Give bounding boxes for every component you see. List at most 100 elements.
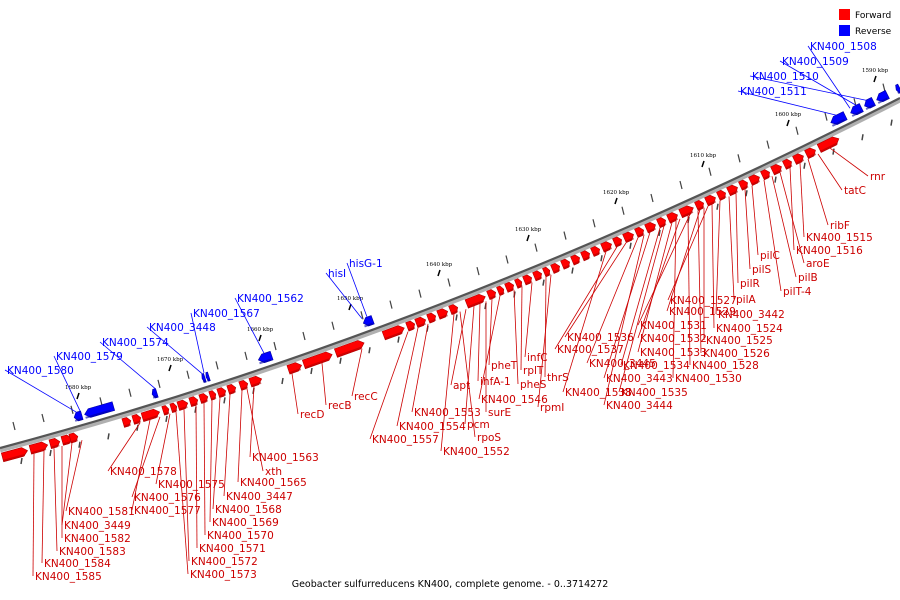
tick-mark xyxy=(437,269,441,277)
gene-label-kn400-1533: KN400_1533 xyxy=(640,347,707,359)
spoke-mark xyxy=(803,162,806,169)
gene-label-apt: apt xyxy=(453,380,470,392)
leader-line xyxy=(175,411,189,575)
gene-label-kn400-1569: KN400_1569 xyxy=(212,517,279,529)
gene-label-rpos: rpoS xyxy=(477,432,501,444)
leader-line xyxy=(131,419,151,511)
spoke-mark xyxy=(861,134,864,141)
gene-label-kn400-1524: KN400_1524 xyxy=(716,323,783,335)
spoke-mark xyxy=(542,279,545,286)
leader-line xyxy=(562,251,607,393)
leader-line xyxy=(586,237,639,364)
tick-label: 1640 kbp xyxy=(426,262,453,268)
forward-gene-glyph xyxy=(464,293,486,309)
leader-line xyxy=(829,147,869,177)
legend-forward-swatch xyxy=(839,9,850,20)
leader-line xyxy=(440,313,455,452)
gene-label-kn400-1537: KN400_1537 xyxy=(557,344,624,356)
gene-label-kn400-1557: KN400_1557 xyxy=(372,434,439,446)
leader-line xyxy=(637,218,681,339)
leader-line xyxy=(620,227,661,366)
leader-line xyxy=(477,303,481,382)
forward-gene-glyph xyxy=(514,278,523,289)
spoke-mark xyxy=(165,415,168,422)
forward-gene-glyph xyxy=(121,417,132,428)
leader-line xyxy=(715,200,721,315)
tick-mark xyxy=(701,160,705,168)
gene-label-kn400-1553: KN400_1553 xyxy=(414,407,481,419)
spoke-mark xyxy=(368,347,371,354)
spoke-mark xyxy=(890,119,893,126)
gene-label-kn400-1576: KN400_1576 xyxy=(134,492,201,504)
forward-gene-glyph xyxy=(600,241,612,253)
gene-label-rnr: rnr xyxy=(870,171,886,183)
leader-line xyxy=(478,295,501,400)
spoke-mark xyxy=(128,388,132,397)
reverse-gene-glyph xyxy=(876,90,890,104)
gene-label-kn400-3445: KN400_3445 xyxy=(589,358,656,370)
forward-gene-glyph xyxy=(666,212,679,224)
tick-mark xyxy=(258,334,262,342)
gene-label-kn400-1582: KN400_1582 xyxy=(64,533,131,545)
spoke-mark xyxy=(600,255,603,262)
spoke-mark xyxy=(273,341,277,351)
forward-gene-glyph xyxy=(0,447,28,463)
spoke-mark xyxy=(832,148,835,155)
leader-line xyxy=(203,402,206,536)
leader-line xyxy=(524,282,533,358)
forward-gene-glyph xyxy=(726,184,739,197)
gene-label-kn400-3448: KN400_3448 xyxy=(149,322,216,334)
leader-line xyxy=(749,75,867,101)
forward-gene-glyph xyxy=(436,308,449,320)
forward-gene-glyph xyxy=(68,432,79,444)
leader-line xyxy=(32,453,35,577)
tick-mark xyxy=(348,303,352,311)
forward-gene-glyph xyxy=(782,158,793,170)
spoke-mark xyxy=(107,433,110,440)
forward-gene-glyph xyxy=(748,174,761,186)
spoke-mark xyxy=(745,190,748,197)
forward-gene-glyph xyxy=(504,281,515,293)
forward-gene-glyph xyxy=(678,205,694,219)
spoke-mark xyxy=(505,255,509,264)
reverse-gene-glyph xyxy=(84,401,116,419)
spoke-mark xyxy=(679,180,683,190)
forward-gene-glyph xyxy=(208,390,217,401)
tick-mark xyxy=(526,234,530,242)
gene-label-kn400-1525: KN400_1525 xyxy=(706,335,773,347)
tick-label: 1590 kbp xyxy=(862,68,889,74)
spoke-mark xyxy=(20,457,23,465)
tick-mark xyxy=(76,392,80,400)
leader-line xyxy=(737,90,837,116)
legend: Forward Reverse xyxy=(839,9,892,37)
gene-label-pila: pilA xyxy=(736,294,756,306)
forward-gene-glyph xyxy=(198,393,209,404)
leader-line xyxy=(411,323,429,413)
spoke-mark xyxy=(447,278,451,287)
gene-label-kn400-1538: KN400_1538 xyxy=(565,387,632,399)
leader-line xyxy=(183,409,190,562)
forward-gene-glyph xyxy=(656,217,667,229)
forward-gene-glyph xyxy=(560,258,571,270)
gene-label-kn400-1581: KN400_1581 xyxy=(68,506,135,518)
leader-line xyxy=(325,272,363,319)
gene-label-kn400-1580: KN400_1580 xyxy=(7,365,74,377)
genome-ticks: 1590 kbp 1600 kbp 1610 kbp 1620 kbp 1630 kbp… xyxy=(65,68,889,400)
leader-line xyxy=(459,311,476,438)
reverse-gene-glyph xyxy=(201,372,207,383)
leader-line xyxy=(291,373,299,415)
gene-label-recc: recC xyxy=(354,391,378,403)
forward-gene-glyph xyxy=(522,274,533,286)
leader-line xyxy=(666,209,701,312)
gene-label-kn400-1562: KN400_1562 xyxy=(237,293,304,305)
gene-label-kn400-1510: KN400_1510 xyxy=(752,71,819,83)
forward-gene-glyph xyxy=(226,383,237,395)
spoke-mark xyxy=(882,83,886,92)
spoke-mark xyxy=(244,351,248,360)
legend-forward-label: Forward xyxy=(855,11,891,21)
leader-line xyxy=(246,388,264,472)
leader-line xyxy=(53,448,58,552)
spoke-mark xyxy=(397,336,400,343)
tick-mark xyxy=(873,75,877,83)
leader-line xyxy=(779,60,857,106)
